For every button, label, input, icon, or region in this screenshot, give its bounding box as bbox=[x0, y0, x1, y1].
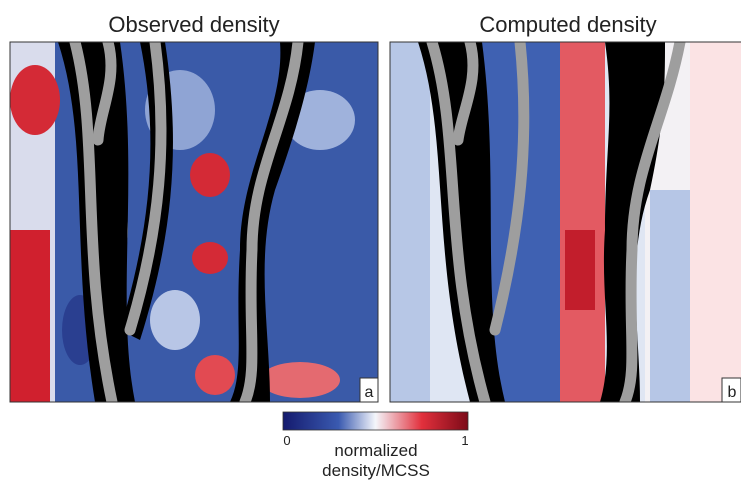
colorbar-caption: normalized bbox=[334, 441, 417, 460]
panel-label: a bbox=[365, 384, 374, 401]
colorbar bbox=[282, 411, 469, 431]
panel-title: Computed density bbox=[479, 12, 656, 37]
colorbar-caption: density/MCSS bbox=[322, 461, 430, 480]
panel-a-map bbox=[10, 42, 378, 402]
panel-label: b bbox=[728, 384, 737, 401]
panel-a-frame bbox=[9, 41, 379, 403]
panel-b-frame bbox=[389, 41, 741, 403]
colorbar-max: 1 bbox=[461, 433, 468, 448]
colorbar-min: 0 bbox=[283, 433, 290, 448]
panel-title: Observed density bbox=[108, 12, 279, 37]
panel-b-map bbox=[390, 42, 741, 402]
